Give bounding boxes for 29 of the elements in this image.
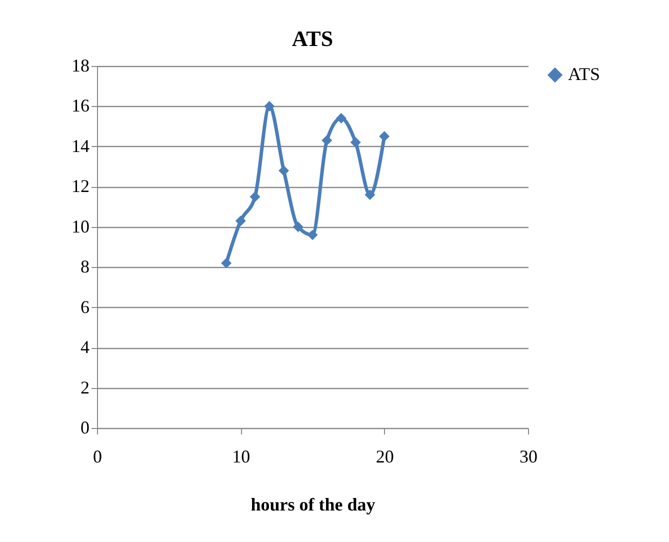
point <box>379 131 390 142</box>
point <box>350 137 361 148</box>
chart-title: ATS <box>292 26 334 51</box>
legend-label: ATS <box>568 64 600 84</box>
y-tick-label: 2 <box>80 377 90 398</box>
y-tick-label: 6 <box>80 296 90 317</box>
y-tick-label: 18 <box>72 56 90 76</box>
point <box>278 165 290 176</box>
x-tick-label: 30 <box>520 446 538 466</box>
point <box>322 135 332 146</box>
x-tick-label: 20 <box>376 446 394 466</box>
point <box>221 258 232 268</box>
y-tick-label: 16 <box>72 96 90 116</box>
point <box>336 113 346 124</box>
x-tick-label: 0 <box>93 446 102 466</box>
point <box>264 100 275 112</box>
point <box>235 216 246 226</box>
point <box>292 222 304 232</box>
y-tick-label: 4 <box>80 337 90 358</box>
y-tick-label: 8 <box>80 256 90 277</box>
y-tick-label: 10 <box>72 216 90 236</box>
x-tick-label: 10 <box>232 446 250 466</box>
x-axis-title: hours of the day <box>250 494 376 514</box>
y-tick-label: 12 <box>72 176 90 196</box>
point <box>307 230 318 240</box>
y-tick-label: 14 <box>72 136 90 156</box>
y-tick-label: 0 <box>80 418 90 438</box>
point <box>250 191 260 202</box>
point <box>364 189 376 200</box>
